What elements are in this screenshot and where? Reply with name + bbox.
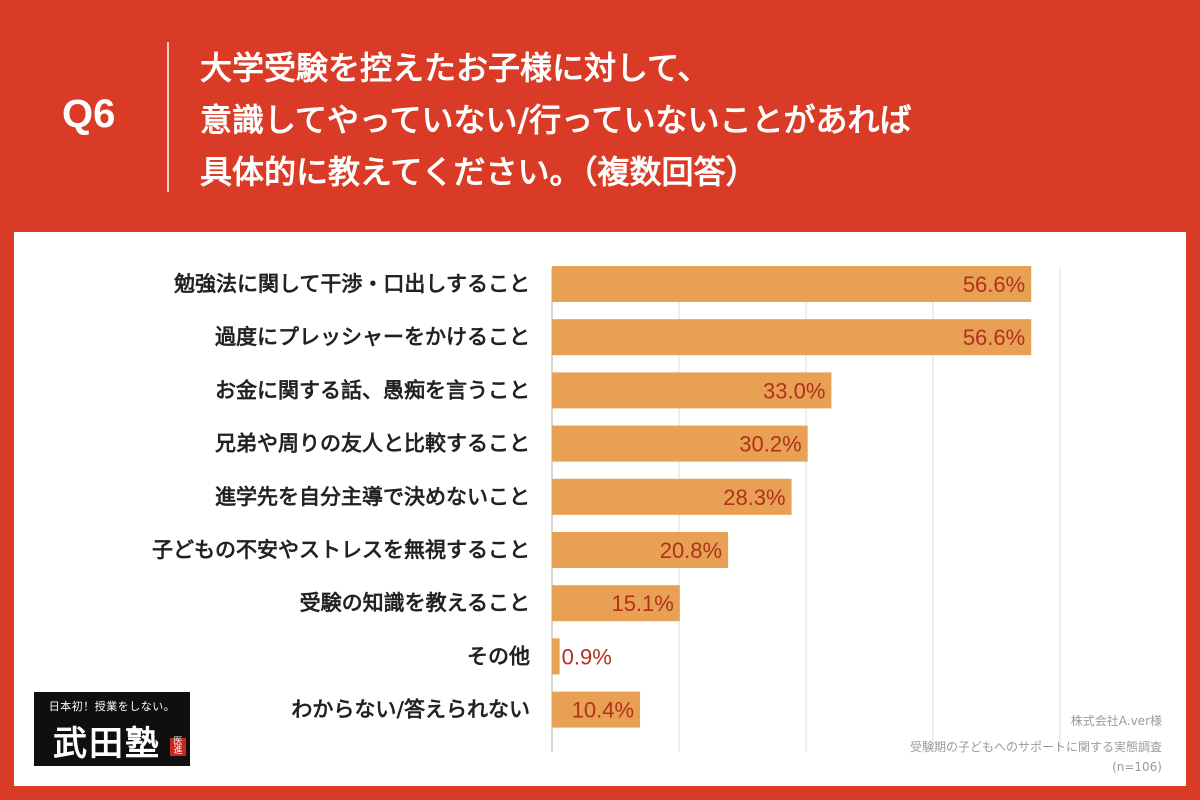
question-line-3: 具体的に教えてください。（複数回答）: [200, 153, 758, 191]
question-line-2: 意識してやっていない/行っていないことがあれば: [200, 101, 912, 139]
question-text: 大学受験を控えたお子様に対して、 意識してやっていない/行っていないことがあれば…: [200, 42, 1160, 198]
value-label: 20.8%: [660, 538, 722, 563]
bar: [552, 425, 808, 462]
value-label: 15.1%: [611, 591, 673, 616]
value-label: 28.3%: [723, 485, 785, 510]
source-company: 株式会社A.ver様: [1070, 714, 1162, 728]
category-label: 子どもの不安やストレスを無視すること: [152, 538, 530, 562]
value-label: 0.9%: [562, 644, 612, 669]
bar: [552, 478, 792, 515]
bar: [552, 372, 832, 409]
value-label: 33.0%: [763, 378, 825, 403]
question-number: Q6: [62, 92, 116, 136]
source-sample: (n=106): [1112, 760, 1162, 774]
source-survey: 受験期の子どもへのサポートに関する実態調査: [909, 740, 1162, 754]
value-label: 30.2%: [739, 432, 801, 457]
category-label: 勉強法に関して干渉・口出しすること: [173, 272, 530, 296]
logo-tagline: 日本初！授業をしない。: [48, 700, 176, 713]
value-label: 56.6%: [963, 325, 1025, 350]
category-label: その他: [467, 644, 530, 668]
bar: [552, 585, 680, 622]
value-label: 56.6%: [963, 272, 1025, 297]
bar: [552, 638, 560, 675]
category-label: お金に関する話、愚痴を言うこと: [215, 378, 530, 402]
logo-stamp: 医進: [170, 738, 186, 756]
logo-name: 武田塾: [53, 724, 161, 764]
category-label: わからない/答えられない: [291, 698, 530, 722]
question-header: Q6 大学受験を控えたお子様に対して、 意識してやっていない/行っていないことが…: [0, 0, 1200, 230]
bar: [552, 532, 729, 568]
bar: [552, 691, 641, 728]
category-label: 過度にプレッシャーをかけること: [215, 325, 530, 349]
bar: [552, 266, 1032, 302]
category-label: 受験の知識を教えること: [300, 591, 530, 615]
question-line-1: 大学受験を控えたお子様に対して、: [200, 49, 710, 87]
category-label: 進学先を自分主導で決めないこと: [215, 485, 530, 509]
category-label: 兄弟や周りの友人と比較すること: [214, 432, 530, 456]
bar: [552, 319, 1032, 356]
value-label: 10.4%: [572, 698, 634, 723]
takeda-juku-logo: 日本初！授業をしない。 武田塾 医進: [34, 692, 190, 766]
header-divider: [167, 42, 169, 192]
